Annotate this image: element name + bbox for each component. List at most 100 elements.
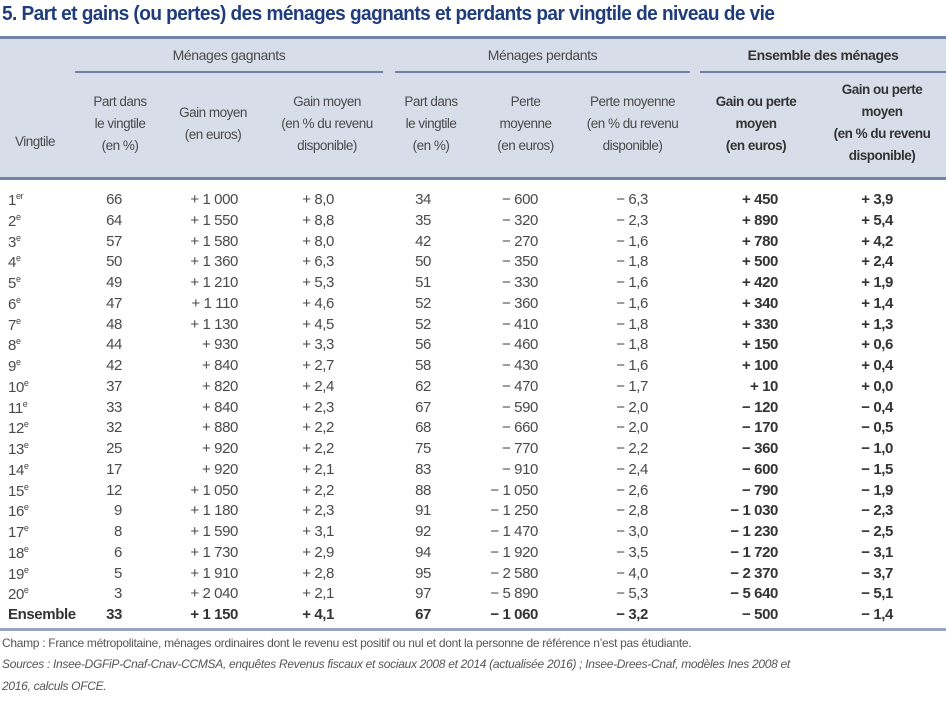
- table-cell: − 1 060: [490, 606, 538, 623]
- table-cell: + 8,8: [302, 211, 334, 229]
- vingtile-label: 15e: [8, 482, 29, 500]
- table-cell: 50: [106, 253, 122, 271]
- table-cell: 33: [106, 606, 122, 623]
- table-row: 14e 17 + 920 + 2,1 83 − 910 − 2,4 − 600 − 1,5: [0, 461, 946, 482]
- column-header: Gain moyen (en euros): [179, 105, 247, 142]
- table-cell: + 2,9: [302, 543, 334, 561]
- vingtile-label: 12e: [8, 419, 29, 437]
- table-cell: 52: [415, 315, 431, 333]
- table-cell: − 1,6: [616, 357, 648, 374]
- table-cell: + 100: [742, 357, 778, 374]
- ordinal-suffix: e: [15, 232, 21, 243]
- table-cell: − 5 890: [490, 585, 538, 603]
- table-cell: − 330: [502, 274, 538, 291]
- table-cell: 92: [415, 523, 431, 540]
- table-cell: − 5,3: [616, 585, 648, 603]
- ordinal-suffix: e: [23, 543, 29, 554]
- table-cell: − 2 580: [490, 564, 538, 582]
- table-cell: − 1,0: [861, 440, 893, 457]
- vingtile-label: 2e: [8, 212, 21, 230]
- table-cell: + 6,3: [302, 253, 334, 271]
- table-cell: − 5 640: [730, 585, 778, 603]
- table-cell: + 1 590: [190, 523, 238, 540]
- group-header-ensemble: Ensemble des ménages: [747, 47, 899, 63]
- vingtile-label: 8e: [8, 336, 21, 354]
- table-cell: − 2,6: [616, 481, 648, 499]
- group-divider: [700, 71, 946, 73]
- vingtile-label: 17e: [8, 523, 29, 541]
- table-cell: + 1 730: [190, 543, 238, 561]
- table-cell: + 0,4: [861, 357, 893, 374]
- ordinal-suffix: e: [23, 460, 29, 471]
- table-cell: 17: [106, 460, 122, 478]
- table-cell: 67: [415, 398, 431, 416]
- table-row: 11e 33 + 840 + 2,3 67 − 590 − 2,0 − 120 − 0,4: [0, 399, 946, 420]
- ordinal-suffix: e: [15, 315, 21, 326]
- vingtile-number: 1: [8, 192, 16, 209]
- ordinal-suffix: e: [15, 274, 21, 284]
- table-cell: + 8,0: [302, 191, 334, 208]
- table-cell: 5: [114, 564, 122, 582]
- table-cell: 12: [106, 481, 122, 499]
- table-cell: + 5,4: [861, 211, 893, 229]
- vingtile-label: 7e: [8, 316, 21, 334]
- table-cell: 51: [415, 274, 431, 291]
- table-cell: + 840: [202, 398, 238, 416]
- table-cell: + 330: [742, 315, 778, 333]
- table-cell: − 1 920: [490, 543, 538, 561]
- footnote-sources-cont: 2016, calculs OFCE.: [2, 679, 107, 693]
- table-cell: − 430: [502, 357, 538, 374]
- table-cell: − 1 720: [730, 543, 778, 561]
- column-header: Gain moyen (en % du revenu disponible): [281, 94, 373, 153]
- ordinal-suffix: e: [23, 564, 29, 575]
- table-cell: − 1 470: [490, 523, 538, 540]
- vingtile-label: 18e: [8, 544, 29, 562]
- table-cell: 95: [415, 564, 431, 582]
- table-cell: 67: [415, 606, 431, 623]
- table-row: 18e 6 + 1 730 + 2,9 94 − 1 920 − 3,5 − 1 720 − 3…: [0, 544, 946, 565]
- table-cell: − 3,0: [616, 523, 648, 540]
- table-cell: + 1 130: [190, 315, 238, 333]
- table-cell: + 2,2: [302, 440, 334, 457]
- ordinal-suffix: e: [23, 440, 29, 450]
- table-cell: + 4,2: [861, 232, 893, 250]
- table-row: 8e 44 + 930 + 3,3 56 − 460 − 1,8 + 150 + 0,6: [0, 336, 946, 357]
- vingtile-label: 10e: [8, 378, 29, 396]
- table-row: 13e 25 + 920 + 2,2 75 − 770 − 2,2 − 360 − 1,0: [0, 440, 946, 461]
- group-divider: [75, 71, 383, 73]
- table-cell: + 3,3: [302, 336, 334, 354]
- table-cell: 32: [106, 419, 122, 437]
- table-cell: + 820: [202, 377, 238, 395]
- ordinal-suffix: e: [15, 253, 21, 264]
- table-cell: + 2,4: [302, 377, 334, 395]
- table-row: 9e 42 + 840 + 2,7 58 − 430 − 1,6 + 100 + 0,4: [0, 357, 946, 378]
- table-cell: − 270: [502, 232, 538, 250]
- table-cell: 83: [415, 460, 431, 478]
- table-cell: − 410: [502, 315, 538, 333]
- table-cell: − 1,9: [861, 481, 893, 499]
- table-cell: 94: [415, 543, 431, 561]
- table-row: 6e 47 + 1 110 + 4,6 52 − 360 − 1,6 + 340 + 1,4: [0, 295, 946, 316]
- table-cell: + 920: [202, 460, 238, 478]
- vingtile-number: 16: [8, 503, 24, 521]
- table-cell: + 10: [749, 377, 778, 395]
- table-cell: − 2,3: [861, 502, 893, 520]
- table-cell: − 2,4: [616, 460, 648, 478]
- table-cell: − 2,2: [616, 440, 648, 457]
- table-cell: + 4,5: [302, 315, 334, 333]
- table-cell: − 350: [502, 253, 538, 271]
- table-cell: + 3,9: [861, 191, 893, 208]
- table-cell: − 2,5: [861, 523, 893, 540]
- footnote-champ: Champ : France métropolitaine, ménages o…: [2, 636, 692, 650]
- table-cell: 35: [415, 211, 431, 229]
- table-cell: 66: [106, 191, 122, 208]
- table-body: 1er 66 + 1 000 + 8,0 34− 600− 6,3 + 450 + 3,9 2…: [0, 191, 946, 627]
- vingtile-label: Ensemble: [8, 606, 76, 623]
- table-cell: − 460: [502, 336, 538, 354]
- table-cell: − 1,8: [616, 315, 648, 333]
- ordinal-suffix: e: [15, 336, 21, 347]
- table-cell: + 0,0: [861, 377, 893, 395]
- ordinal-suffix: er: [15, 191, 24, 201]
- column-header: Vingtile: [14, 134, 56, 149]
- vingtile-label: 6e: [8, 295, 21, 313]
